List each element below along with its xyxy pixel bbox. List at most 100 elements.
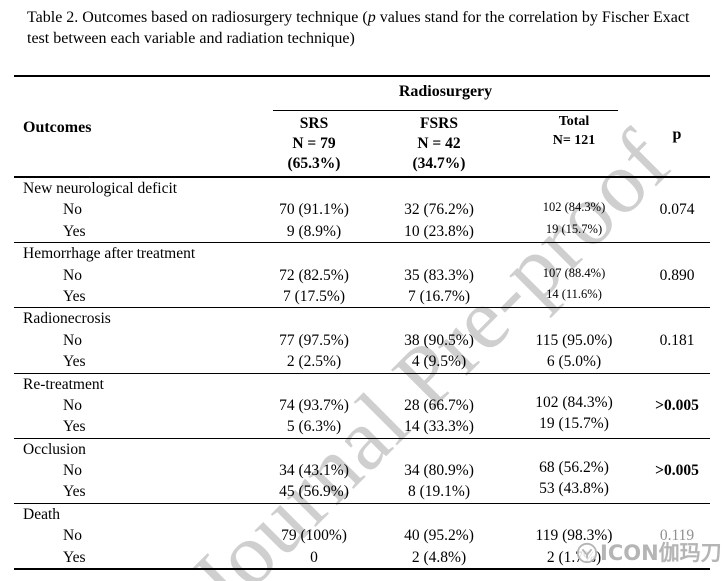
srs-pct: (65.3%) [287, 155, 341, 172]
cell-srs: 74 (93.7%) [279, 396, 349, 414]
cell-srs: 9 (8.9%) [286, 222, 342, 240]
cell-fsrs: 34 (80.9%) [404, 462, 474, 480]
cell-p-value: >0.005 [655, 462, 699, 480]
outcomes-table: Outcomes Radiosurgery SRS N = 79 (65.3%)… [14, 75, 710, 571]
row-label: Yes [63, 222, 86, 240]
caption-line2: Fischer Exact test between each variable… [27, 9, 690, 47]
srs-n: N = 79 [292, 135, 336, 152]
brand-watermark: ICON伽玛刀 [576, 541, 722, 565]
table-row: No 72 (82.5%) 35 (83.3%) 107 (88.4%) 0.8… [14, 265, 710, 286]
gamma-knife-logo-icon [576, 542, 598, 564]
cell-fsrs: 32 (76.2%) [404, 201, 474, 219]
caption-italic-p: p [367, 9, 376, 26]
row-label: No [63, 527, 82, 545]
table-row: No 74 (93.7%) 28 (66.7%) 102 (84.3%) >0.… [14, 393, 710, 416]
cell-p-value: 0.181 [659, 331, 695, 349]
cell-srs: 72 (82.5%) [279, 266, 349, 284]
cell-total: 6 (5.0%) [546, 353, 602, 371]
column-group-header-radiosurgery: Radiosurgery [398, 83, 493, 100]
cell-total: 14 (11.6%) [546, 286, 602, 301]
cell-fsrs: 35 (83.3%) [404, 266, 474, 284]
radiosurgery-spanner-rule [273, 110, 618, 111]
total-label: Total [558, 114, 590, 129]
row-label: No [63, 331, 82, 349]
table-row: No 70 (91.1%) 32 (76.2%) 102 (84.3%) 0.0… [14, 199, 710, 220]
outcome-group-label: Radionecrosis [23, 310, 111, 328]
cell-total: 102 (84.3%) [535, 393, 613, 411]
cell-srs: 0 [310, 548, 318, 566]
row-label: No [63, 201, 82, 219]
cell-p-value [644, 351, 710, 372]
outcome-group-occlusion: Occlusion No 34 (43.1%) 34 (80.9%) 68 (5… [14, 439, 710, 504]
table-row: Yes 45 (56.9%) 8 (19.1%) 53 (43.8%) [14, 480, 710, 502]
outcome-group-hemorrhage-after-treatment: Hemorrhage after treatment No 72 (82.5%)… [14, 243, 710, 309]
column-header-srs: SRS N = 79 (65.3%) [254, 114, 374, 174]
outcome-group-label: Re-treatment [23, 375, 104, 393]
cell-total: 53 (43.8%) [539, 480, 609, 498]
cell-total: 119 (98.3%) [535, 527, 613, 545]
cell-srs: 70 (91.1%) [279, 201, 349, 219]
cell-fsrs: 4 (9.5%) [411, 353, 467, 371]
cell-total: 115 (95.0%) [535, 331, 613, 349]
cell-total: 19 (15.7%) [545, 221, 603, 236]
cell-p-value: 0.119 [659, 527, 695, 545]
cell-fsrs: 2 (4.8%) [411, 548, 467, 566]
column-header-p: p [672, 126, 682, 143]
row-label: Yes [63, 353, 86, 371]
cell-p-value [644, 286, 710, 308]
row-label: No [63, 396, 82, 414]
cell-p-value: 0.074 [659, 201, 695, 219]
outcome-group-re-treatment: Re-treatment No 74 (93.7%) 28 (66.7%) 10… [14, 374, 710, 439]
cell-p-value [644, 416, 710, 437]
table-row: Yes 2 (2.5%) 4 (9.5%) 6 (5.0%) [14, 351, 710, 372]
outcome-group-new-neurological-deficit: New neurological deficit No 70 (91.1%) 3… [14, 178, 710, 244]
column-header-outcomes: Outcomes [23, 119, 92, 136]
cell-fsrs: 10 (23.8%) [404, 222, 474, 240]
cell-p-value: >0.005 [655, 396, 699, 414]
cell-fsrs: 14 (33.3%) [404, 418, 474, 436]
fsrs-pct: (34.7%) [412, 155, 466, 172]
cell-p-value: 0.890 [659, 266, 695, 284]
fsrs-n: N = 42 [417, 135, 461, 152]
cell-fsrs: 28 (66.7%) [404, 396, 474, 414]
caption-text: Table 2. Outcomes based on radiosurgery … [27, 9, 368, 26]
srs-label: SRS [299, 115, 329, 132]
cell-srs: 5 (6.3%) [286, 418, 342, 436]
column-header-total: Total N= 121 [504, 112, 644, 150]
outcome-group-label: New neurological deficit [23, 180, 178, 197]
cell-total: 19 (15.7%) [539, 415, 609, 433]
cell-srs: 79 (100%) [281, 527, 347, 545]
caption-text-cont: values stand for the correlation by [375, 9, 598, 26]
outcome-group-label: Death [23, 505, 61, 523]
cell-srs: 77 (97.5%) [279, 331, 349, 349]
row-label: Yes [63, 483, 86, 501]
row-label: No [63, 462, 82, 480]
table-caption: Table 2. Outcomes based on radiosurgery … [27, 8, 711, 49]
table-header: Outcomes Radiosurgery SRS N = 79 (65.3%)… [14, 77, 710, 178]
cell-total: 107 (88.4%) [542, 265, 606, 280]
total-n: N= 121 [552, 133, 596, 148]
row-label: Yes [63, 418, 86, 436]
outcome-group-death: Death No 79 (100%) 40 (95.2%) 119 (98.3%… [14, 504, 710, 571]
cell-fsrs: 38 (90.5%) [404, 331, 474, 349]
cell-srs: 45 (56.9%) [279, 483, 349, 501]
cell-total: 102 (84.3%) [542, 200, 606, 215]
cell-total: 68 (56.2%) [539, 459, 609, 477]
cell-fsrs: 40 (95.2%) [404, 527, 474, 545]
table-row: No 77 (97.5%) 38 (90.5%) 115 (95.0%) 0.1… [14, 330, 710, 351]
row-label: Yes [63, 287, 86, 305]
brand-watermark-text: ICON伽玛刀 [600, 541, 722, 565]
cell-fsrs: 8 (19.1%) [408, 483, 470, 501]
table-row: No 79 (100%) 40 (95.2%) 119 (98.3%) 0.11… [14, 525, 710, 546]
table-row: Yes 5 (6.3%) 14 (33.3%) 19 (15.7%) [14, 415, 710, 437]
cell-srs: 34 (43.1%) [279, 462, 349, 480]
cell-srs: 2 (2.5%) [286, 353, 342, 371]
cell-fsrs: 7 (16.7%) [408, 287, 470, 305]
table-row: Yes 7 (17.5%) 7 (16.7%) 14 (11.6%) [14, 286, 710, 307]
row-label: Yes [63, 548, 86, 566]
row-label: No [63, 266, 82, 284]
cell-p-value [644, 481, 710, 502]
fsrs-label: FSRS [420, 115, 458, 132]
cell-srs: 7 (17.5%) [283, 287, 345, 305]
